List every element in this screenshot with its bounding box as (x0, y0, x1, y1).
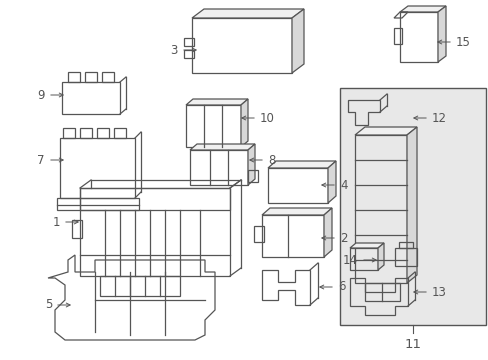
Polygon shape (406, 127, 416, 283)
Text: 2: 2 (339, 231, 347, 244)
Bar (80, 188, 229, 210)
Text: 15: 15 (455, 36, 470, 49)
Bar (267, 168, 327, 203)
Bar (339, 88, 485, 325)
Bar (72, 220, 82, 238)
Bar (183, 38, 194, 46)
Bar (398, 242, 412, 248)
Polygon shape (437, 6, 445, 62)
Bar (100, 276, 180, 296)
Bar (253, 226, 264, 242)
Bar (262, 215, 324, 257)
Polygon shape (327, 161, 335, 203)
Bar (102, 72, 114, 82)
Bar (393, 28, 401, 44)
Polygon shape (377, 243, 383, 270)
Bar (63, 128, 75, 138)
Bar (68, 72, 80, 82)
Text: 7: 7 (38, 153, 45, 166)
Polygon shape (241, 99, 247, 147)
Bar (183, 50, 194, 58)
Bar (349, 248, 377, 270)
Bar (97, 128, 109, 138)
Polygon shape (354, 127, 416, 135)
Bar (80, 188, 229, 276)
Text: 14: 14 (342, 253, 357, 266)
Bar (114, 128, 126, 138)
Polygon shape (324, 208, 331, 257)
Polygon shape (192, 9, 304, 18)
Bar (185, 105, 241, 147)
Text: 9: 9 (38, 89, 45, 102)
Text: 12: 12 (431, 112, 446, 125)
Text: 4: 4 (339, 179, 347, 192)
Bar (399, 12, 437, 62)
Text: 11: 11 (404, 338, 421, 351)
Text: 3: 3 (170, 44, 178, 57)
Polygon shape (190, 144, 254, 150)
Bar (192, 18, 291, 73)
Bar (80, 128, 92, 138)
Bar (62, 82, 120, 114)
Bar (85, 72, 97, 82)
Text: 6: 6 (337, 280, 345, 293)
Polygon shape (185, 99, 247, 105)
Text: 5: 5 (44, 298, 52, 311)
Text: 1: 1 (52, 216, 60, 229)
Text: 13: 13 (431, 285, 446, 298)
Polygon shape (399, 6, 445, 12)
Bar (394, 248, 416, 266)
Polygon shape (262, 208, 331, 215)
Bar (354, 135, 406, 283)
Bar (60, 138, 135, 198)
Bar (364, 283, 399, 301)
Polygon shape (291, 9, 304, 73)
Text: 10: 10 (260, 112, 274, 125)
Polygon shape (349, 243, 383, 248)
Bar (247, 170, 258, 182)
Polygon shape (267, 161, 335, 168)
Text: 8: 8 (267, 153, 275, 166)
Bar (190, 150, 247, 185)
Bar (57, 198, 139, 210)
Polygon shape (247, 144, 254, 185)
